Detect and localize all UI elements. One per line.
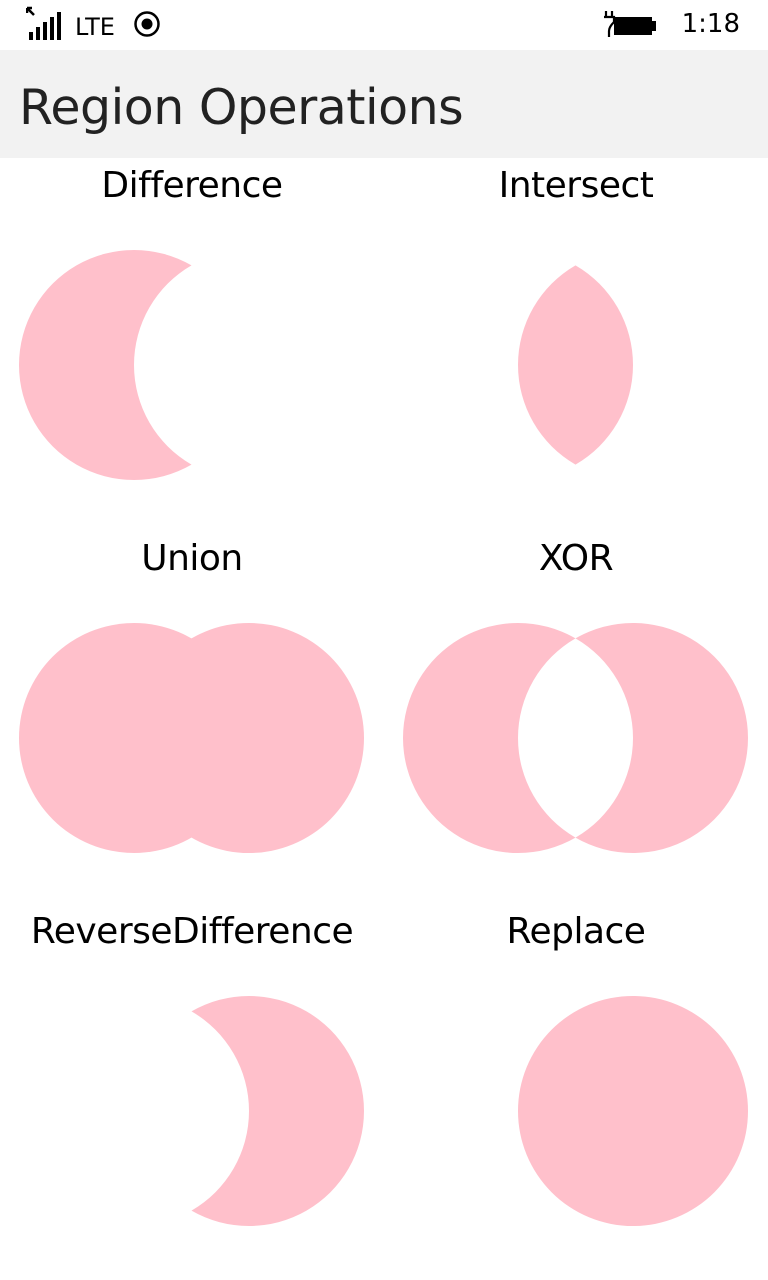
replace-label: Replace xyxy=(384,910,768,954)
intersect-region xyxy=(384,205,768,525)
xor-left-crescent xyxy=(403,623,576,853)
union-right-circle xyxy=(134,623,364,853)
xor-right-crescent xyxy=(576,623,749,853)
difference-region xyxy=(0,205,384,525)
location-icon xyxy=(133,10,161,38)
union-region xyxy=(0,578,384,898)
title-bar: Region Operations xyxy=(0,50,768,158)
battery-charging-icon xyxy=(602,9,658,39)
signal-strength-icon xyxy=(26,6,66,40)
xor-region xyxy=(384,578,768,898)
page-title: Region Operations xyxy=(19,78,463,138)
difference-shape xyxy=(19,250,192,480)
replace-shape xyxy=(518,996,748,1226)
reverse-difference-shape xyxy=(192,996,365,1226)
intersect-shape xyxy=(518,265,633,464)
clock: 1:18 xyxy=(682,8,740,40)
union-label: Union xyxy=(0,537,384,581)
status-bar: LTE 1:18 xyxy=(0,0,768,50)
replace-region xyxy=(384,951,768,1271)
xor-label: XOR xyxy=(384,537,768,581)
reverse-difference-region xyxy=(0,951,384,1271)
intersect-label: Intersect xyxy=(384,164,768,208)
difference-label: Difference xyxy=(0,164,384,208)
network-type-label: LTE xyxy=(75,12,115,42)
reverse-difference-label: ReverseDifference xyxy=(0,910,384,954)
